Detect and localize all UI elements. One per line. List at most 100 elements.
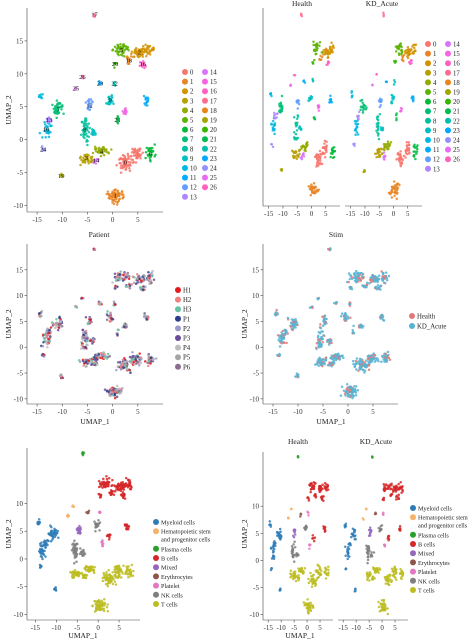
data-point (123, 360, 127, 364)
data-point (381, 355, 385, 359)
data-point (90, 568, 93, 572)
data-point (39, 311, 43, 314)
data-point (364, 362, 367, 366)
data-point (85, 119, 88, 123)
data-point (301, 569, 304, 573)
data-point (154, 357, 158, 360)
data-point (117, 277, 121, 280)
data-point (296, 115, 300, 118)
data-point (310, 183, 313, 186)
data-point (43, 129, 46, 132)
data-point (115, 192, 118, 196)
data-point (81, 328, 85, 332)
data-point (119, 483, 123, 487)
data-point (311, 582, 314, 586)
data-point (365, 281, 369, 285)
data-point (397, 482, 400, 486)
data-point (99, 493, 103, 496)
data-point (378, 113, 382, 116)
data-point (90, 159, 93, 163)
data-point (79, 163, 82, 167)
legend-label: 1 (433, 51, 436, 58)
data-point (147, 315, 150, 319)
data-point (89, 339, 92, 342)
data-point (128, 166, 131, 170)
data-point (279, 587, 282, 590)
panel-b-x-ticks: -15 -10 -5 0 5 -15 -10 -5 0 5 (264, 206, 410, 218)
data-point (100, 599, 103, 603)
data-point (106, 190, 110, 193)
data-point (86, 343, 89, 347)
data-point (393, 194, 396, 197)
data-point (352, 394, 356, 398)
y-tick-label: 0 (20, 344, 24, 352)
cluster-label: 3 (85, 155, 88, 162)
legend-label: Myeloid cells (418, 506, 452, 513)
data-point (318, 566, 322, 570)
data-point (270, 94, 273, 98)
legend-label: Plasma cells (418, 532, 449, 539)
data-point (146, 100, 150, 103)
data-point (275, 308, 278, 312)
data-point (386, 612, 390, 616)
x-tick-label: -10 (360, 210, 370, 218)
data-point (300, 567, 303, 571)
data-point (331, 44, 335, 47)
data-point (82, 127, 86, 131)
data-point (367, 534, 371, 537)
legend-label: 23 (453, 128, 460, 135)
data-point (113, 287, 117, 290)
data-point (402, 154, 406, 158)
data-point (347, 545, 350, 549)
data-point (305, 144, 309, 147)
data-point (382, 11, 385, 15)
y-tick-label: 10 (252, 503, 260, 511)
data-point (107, 483, 110, 486)
data-point (340, 385, 344, 388)
data-point (359, 105, 363, 109)
data-point (328, 46, 332, 50)
data-point (372, 357, 376, 361)
data-point (323, 317, 326, 320)
data-point (130, 150, 134, 154)
data-point (398, 183, 401, 187)
x-tick-label: -5 (320, 408, 326, 416)
data-point (37, 521, 40, 525)
data-point (132, 154, 136, 157)
data-point (392, 485, 396, 488)
data-point (271, 126, 275, 129)
data-point (106, 603, 109, 606)
data-point (346, 547, 349, 551)
data-point (100, 150, 104, 154)
data-point (331, 363, 334, 367)
data-point (87, 98, 91, 101)
data-point (399, 572, 403, 576)
data-point (87, 570, 91, 573)
data-point (320, 498, 324, 501)
data-point (328, 247, 332, 251)
data-point (297, 149, 301, 152)
legend-label: NK cells (418, 578, 440, 585)
data-point (311, 537, 314, 540)
data-point (139, 157, 142, 160)
data-point (147, 354, 150, 357)
legend-swatch (445, 60, 451, 67)
data-point (312, 181, 316, 185)
data-point (111, 281, 114, 284)
legend-swatch (425, 60, 431, 67)
data-point (354, 587, 357, 591)
data-point (145, 314, 148, 318)
data-point (91, 342, 94, 345)
legend-label: 6 (190, 127, 194, 134)
data-point (130, 50, 134, 54)
x-tick-label: 5 (318, 624, 322, 632)
data-point (357, 118, 360, 121)
legend-label: 14 (453, 42, 460, 49)
data-point (122, 488, 126, 491)
data-point (41, 147, 44, 151)
data-point (271, 145, 275, 149)
legend-swatch (425, 117, 431, 124)
y-tick-label: 5 (20, 528, 24, 536)
data-point (117, 564, 121, 567)
data-point (325, 140, 328, 144)
